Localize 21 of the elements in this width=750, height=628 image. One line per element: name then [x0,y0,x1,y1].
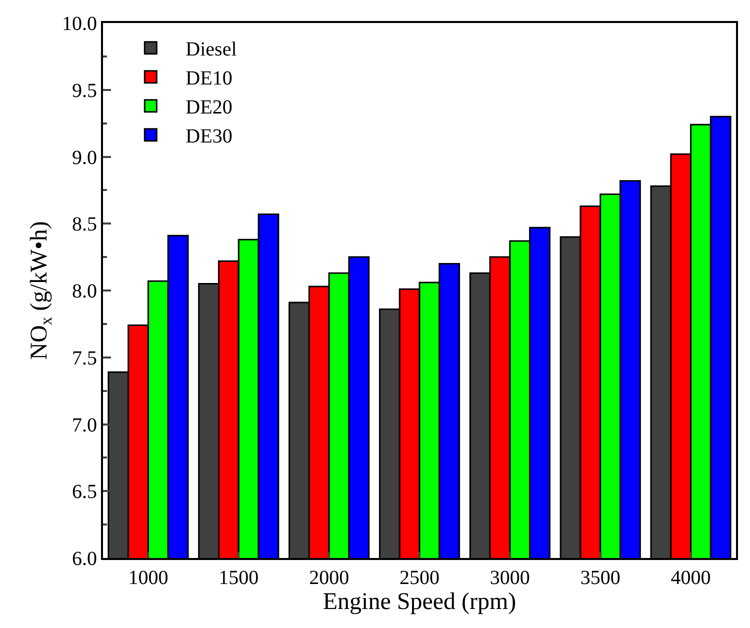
legend-label: Diesel [186,38,238,61]
y-tick-label: 9.5 [72,80,97,102]
x-tick-label: 2500 [400,567,440,589]
x-tick-label: 1500 [218,567,259,589]
x-axis-title: Engine Speed (rpm) [322,589,516,615]
y-tick-label: 10.0 [62,13,97,35]
y-tick-label: 6.0 [72,548,97,570]
legend-label: DE30 [186,126,232,148]
x-tick-label: 1000 [128,567,168,589]
y-tick-label: 9.0 [72,146,97,169]
x-tick-label: 2000 [309,567,350,589]
y-tick-label: 8.5 [72,214,97,236]
y-tick-label: 8.0 [72,280,97,302]
x-tick-label: 3500 [580,567,620,589]
legend-label: DE10 [186,68,232,90]
x-tick-label: 3000 [490,567,530,589]
y-tick-label: 6.5 [72,481,97,504]
y-tick-label: 7.5 [72,347,97,370]
legend-label: DE20 [186,96,232,119]
y-tick-label: 7.0 [72,414,97,436]
x-tick-label: 4000 [670,567,711,589]
